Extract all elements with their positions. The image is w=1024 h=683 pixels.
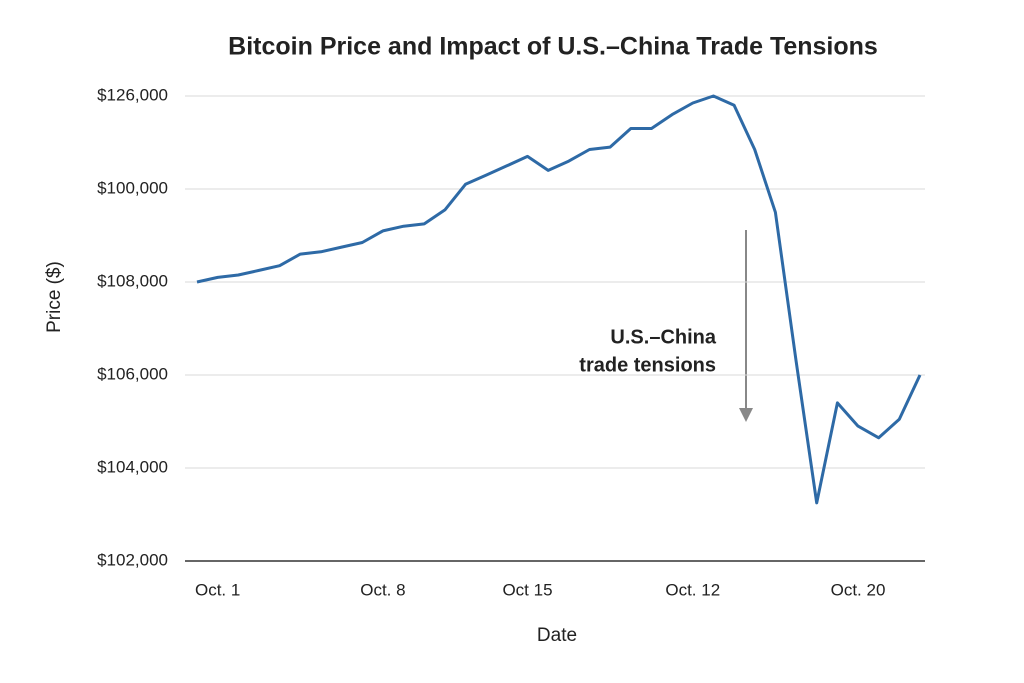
x-tick-label: Oct. 1 xyxy=(195,580,240,599)
y-tick-label: $106,000 xyxy=(97,364,168,383)
x-tick-label: Oct 15 xyxy=(502,580,552,599)
x-axis-label: Date xyxy=(537,625,577,646)
price-line xyxy=(196,94,922,505)
y-tick-label: $104,000 xyxy=(97,457,168,476)
annotation: U.S.–China xyxy=(610,326,716,348)
annotation-arrowhead xyxy=(739,408,753,422)
x-tick-label: Oct. 12 xyxy=(665,580,720,599)
x-tick-label: Oct. 8 xyxy=(360,580,405,599)
annotation: trade tensions xyxy=(579,354,716,376)
y-tick-label: $126,000 xyxy=(97,85,168,104)
y-tick-label: $108,000 xyxy=(97,271,168,290)
x-tick-label: Oct. 20 xyxy=(831,580,886,599)
y-tick-label: $102,000 xyxy=(97,550,168,569)
y-tick-label: $100,000 xyxy=(97,178,168,197)
y-axis-label: Price ($) xyxy=(44,261,65,333)
chart-title: Bitcoin Price and Impact of U.S.–China T… xyxy=(228,33,878,61)
